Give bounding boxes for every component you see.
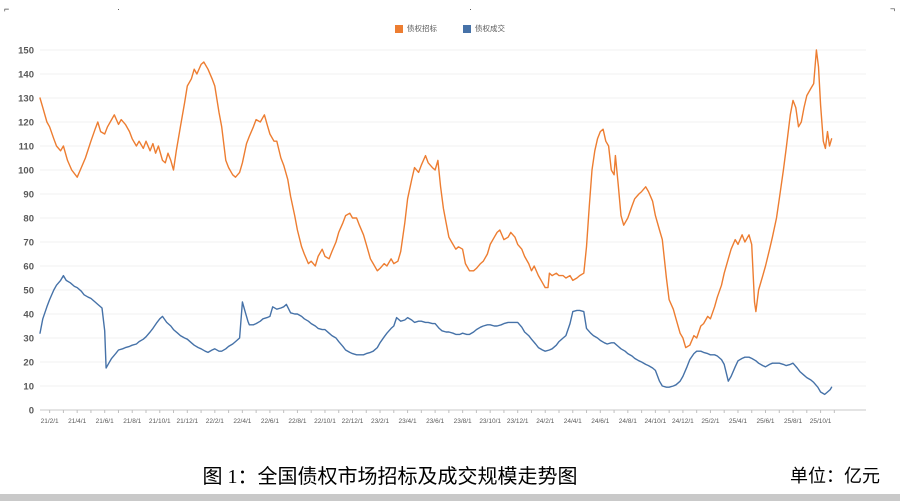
cropped-text-fragment: ⌐ [4, 4, 10, 14]
tender-series-label: 债权招标 [407, 24, 437, 33]
page-bottom-band [0, 494, 900, 501]
x-tick-label: 23/4/1 [399, 418, 417, 425]
chart-legend: 债权招标 债权成交 [0, 23, 900, 34]
legend-item-deal: 债权成交 [463, 23, 505, 34]
x-tick-label: 22/8/1 [288, 418, 306, 425]
x-tick-label: 21/8/1 [123, 418, 141, 425]
y-tick-label: 20 [23, 358, 34, 369]
x-tick-label: 23/12/1 [507, 418, 529, 425]
series-line-tender [39, 49, 833, 349]
x-tick-label: 25/4/1 [729, 418, 747, 425]
x-tick-label: 23/10/1 [479, 418, 501, 425]
y-tick-label: 90 [23, 190, 34, 201]
bond-market-trend-chart: 0 10 20 30 40 50 60 70 80 90 100 110 120 130 140 150 21/… [18, 46, 866, 425]
x-tick-label: 24/12/1 [672, 418, 694, 425]
x-tick-label: 25/8/1 [784, 418, 802, 425]
y-tick-label: 10 [23, 382, 34, 393]
chart-area: 0 10 20 30 40 50 60 70 80 90 100 110 120 130 140 150 21/… [18, 46, 866, 425]
cropped-text-fragment: · [469, 4, 472, 14]
x-tick-label: 24/4/1 [564, 418, 582, 425]
x-tick-label: 21/2/1 [41, 418, 59, 425]
x-tick-label: 23/8/1 [454, 418, 472, 425]
deal-series-label: 债权成交 [475, 24, 505, 33]
y-tick-label: 50 [23, 286, 34, 297]
x-tick-label: 21/10/1 [149, 418, 171, 425]
x-tick-label: 23/6/1 [426, 418, 444, 425]
y-tick-label: 70 [23, 238, 34, 249]
y-tick-label: 110 [19, 142, 34, 153]
y-tick-label: 100 [18, 166, 34, 177]
figure-title: 图 1：全国债权市场招标及成交规模走势图 [202, 466, 578, 488]
x-tick-label: 24/2/1 [536, 418, 554, 425]
x-tick-label: 22/10/1 [314, 418, 336, 425]
tender-series-swatch [395, 24, 403, 33]
y-tick-label: 130 [18, 94, 34, 105]
x-tick-label: 24/10/1 [645, 418, 667, 425]
x-tick-label: 21/6/1 [96, 418, 114, 425]
x-tick-label: 22/12/1 [342, 418, 364, 425]
figure-caption-row: 图 1：全国债权市场招标及成交规模走势图 单位：亿元 [0, 458, 900, 494]
unit-label: 单位：亿元 [790, 466, 880, 486]
cropped-text-fragment: ¬ [890, 4, 896, 14]
deal-series-swatch [463, 24, 471, 33]
x-tick-label: 22/6/1 [261, 418, 279, 425]
cropped-text-fragment: · [117, 4, 120, 14]
y-tick-label: 60 [23, 262, 34, 273]
x-tick-label: 22/2/1 [206, 418, 224, 425]
y-tick-label: 80 [23, 214, 34, 225]
x-tick-label: 25/2/1 [701, 418, 719, 425]
x-tick-label: 25/10/1 [810, 418, 832, 425]
y-tick-label: 0 [29, 406, 34, 417]
x-tick-label: 25/6/1 [756, 418, 774, 425]
legend-item-tender: 债权招标 [395, 23, 437, 34]
y-tick-label: 140 [18, 70, 34, 81]
x-tick-label: 23/2/1 [371, 418, 389, 425]
x-tick-label: 24/8/1 [619, 418, 637, 425]
x-tick-label: 21/12/1 [176, 418, 198, 425]
y-tick-label: 30 [23, 334, 34, 345]
x-tick-label: 24/6/1 [591, 418, 609, 425]
y-tick-label: 150 [18, 46, 34, 57]
x-tick-label: 22/4/1 [233, 418, 251, 425]
series-line-deal [39, 274, 833, 396]
y-tick-label: 120 [18, 118, 34, 129]
x-tick-label: 21/4/1 [68, 418, 86, 425]
y-tick-label: 40 [23, 310, 34, 321]
